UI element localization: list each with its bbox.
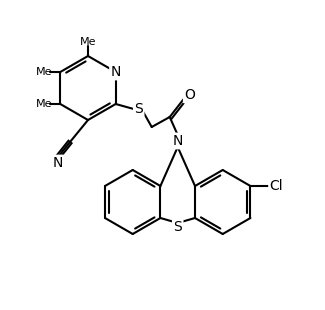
- Text: N: N: [173, 134, 183, 148]
- Text: Me: Me: [36, 67, 53, 77]
- Text: N: N: [111, 65, 121, 79]
- Text: S: S: [134, 102, 143, 116]
- Text: Cl: Cl: [270, 179, 283, 193]
- Text: S: S: [173, 220, 182, 234]
- Text: O: O: [184, 88, 195, 102]
- Text: Me: Me: [80, 37, 96, 47]
- Text: Me: Me: [36, 99, 53, 109]
- Text: N: N: [53, 156, 63, 170]
